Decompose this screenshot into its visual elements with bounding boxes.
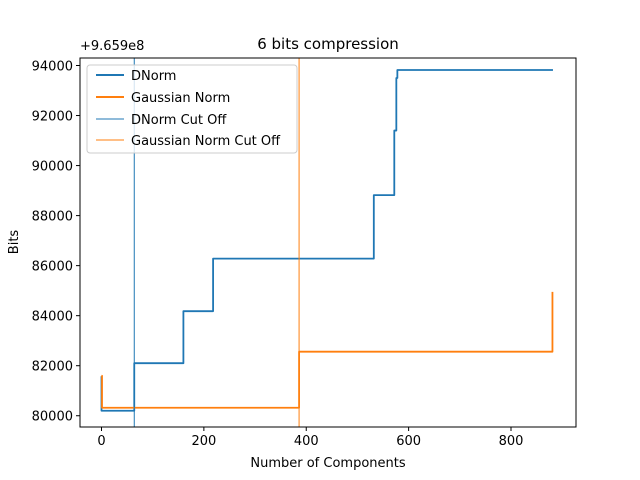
y-tick-label: 82000 xyxy=(32,360,73,375)
ticks: 0 200 400 600 800 80000 82000 84000 86000 88000 90… xyxy=(32,60,524,449)
y-tick-label: 84000 xyxy=(32,310,73,325)
axes-spines xyxy=(79,57,577,428)
legend-label-gaussian-norm: Gaussian Norm xyxy=(131,91,230,106)
chart-title: 6 bits compression xyxy=(257,35,399,53)
y-tick-label: 86000 xyxy=(32,260,73,275)
legend-box xyxy=(86,64,298,154)
y-axis-label: Bits xyxy=(7,230,22,255)
x-tick-label: 800 xyxy=(499,434,524,449)
y-tick-label: 92000 xyxy=(32,110,73,125)
y-tick-label: 80000 xyxy=(32,410,73,425)
y-offset-label: +9.659e8 xyxy=(80,39,144,54)
x-tick-label: 0 xyxy=(97,434,105,449)
legend-label-dnorm: DNorm xyxy=(131,69,176,84)
legend: DNorm Gaussian Norm DNorm Cut Off Gaussi… xyxy=(86,64,298,154)
y-tick-label: 90000 xyxy=(32,160,73,175)
legend-label-gaussian-norm-cutoff: Gaussian Norm Cut Off xyxy=(131,134,281,149)
axes-frame xyxy=(79,57,577,428)
legend-label-dnorm-cutoff: DNorm Cut Off xyxy=(131,113,227,128)
x-tick-label: 200 xyxy=(191,434,216,449)
x-tick-label: 600 xyxy=(396,434,421,449)
y-tick-label: 88000 xyxy=(32,210,73,225)
y-tick-label: 94000 xyxy=(32,60,73,75)
x-tick-label: 400 xyxy=(294,434,319,449)
x-axis-label: Number of Components xyxy=(250,456,405,471)
